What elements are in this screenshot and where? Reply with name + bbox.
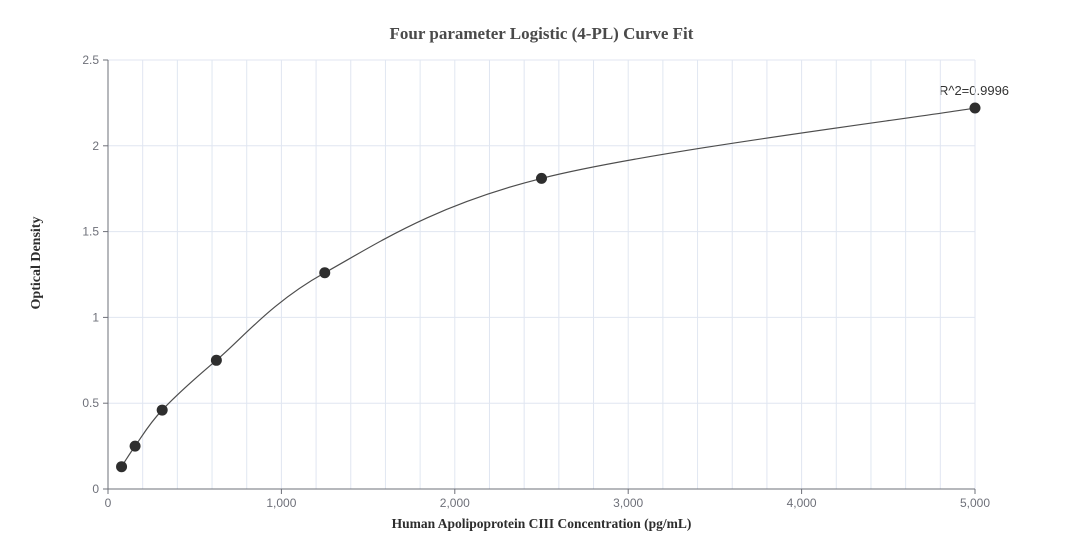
x-tick-label: 3,000 — [613, 496, 643, 510]
data-point — [129, 440, 141, 452]
r-squared-annotation: R^2=0.9996 — [938, 83, 1010, 98]
x-axis-label: Human Apolipoprotein CIII Concentration … — [391, 516, 692, 531]
data-point — [156, 404, 168, 416]
x-tick-label: 1,000 — [266, 496, 296, 510]
x-tick-label: 5,000 — [960, 496, 990, 510]
data-point — [210, 354, 222, 366]
y-tick-label: 1 — [92, 310, 99, 324]
x-tick-label: 2,000 — [440, 496, 470, 510]
y-tick-label: 2.5 — [82, 53, 99, 67]
y-tick-label: 0.5 — [82, 396, 99, 410]
data-point — [116, 461, 128, 473]
data-point — [969, 102, 981, 114]
chart-title: Four parameter Logistic (4-PL) Curve Fit — [389, 24, 694, 43]
y-tick-label: 2 — [92, 139, 99, 153]
data-point — [319, 267, 331, 279]
x-tick-label: 0 — [105, 496, 112, 510]
y-tick-label: 0 — [92, 482, 99, 496]
fit-curve — [121, 107, 976, 468]
y-tick-label: 1.5 — [82, 225, 99, 239]
data-point — [536, 172, 547, 184]
x-tick-label: 4,000 — [787, 496, 817, 510]
